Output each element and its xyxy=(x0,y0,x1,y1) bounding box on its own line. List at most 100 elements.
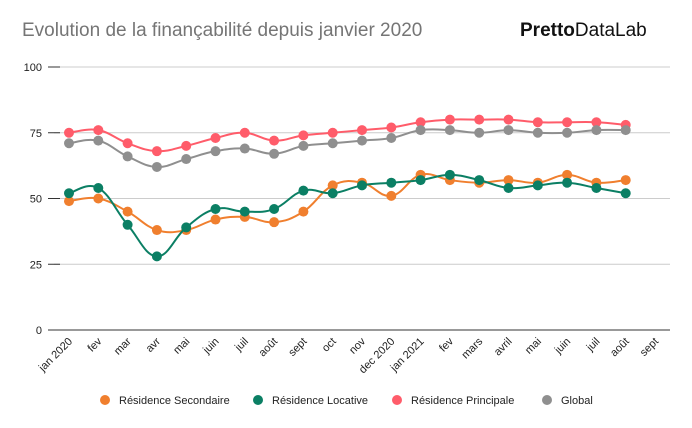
data-point xyxy=(239,206,250,217)
legend-label: Résidence Locative xyxy=(272,395,368,407)
data-point xyxy=(122,206,133,217)
data-point xyxy=(151,146,162,157)
data-point xyxy=(93,182,104,193)
data-point xyxy=(327,127,338,138)
data-point xyxy=(474,114,485,125)
legend-marker xyxy=(100,395,110,405)
data-point xyxy=(386,177,397,188)
data-point xyxy=(298,185,309,196)
data-point xyxy=(327,138,338,149)
legend-label: Résidence Secondaire xyxy=(119,395,230,407)
data-point xyxy=(620,188,631,199)
data-point xyxy=(620,125,631,136)
data-point xyxy=(64,188,74,199)
x-tick-label: juil xyxy=(584,336,603,355)
x-tick-label: mai xyxy=(523,336,544,357)
data-point xyxy=(93,125,104,136)
data-point xyxy=(269,148,280,159)
data-point xyxy=(269,217,280,228)
data-point xyxy=(474,127,485,138)
data-point xyxy=(151,161,162,172)
data-point xyxy=(64,196,74,207)
x-tick-label: jan 2020 xyxy=(36,336,75,375)
chart-title: Evolution de la finançabilité depuis jan… xyxy=(22,20,423,41)
x-tick-label: juil xyxy=(232,336,251,355)
data-point xyxy=(298,130,309,141)
data-point xyxy=(298,140,309,151)
pretto-logo: PrettoDataLab xyxy=(520,20,647,41)
data-point xyxy=(181,222,192,233)
legend-label: Résidence Principale xyxy=(411,395,514,407)
x-tick-label: juin xyxy=(552,336,573,357)
data-point xyxy=(562,117,573,128)
data-point xyxy=(64,138,74,149)
data-point xyxy=(151,251,162,262)
data-point xyxy=(386,122,397,133)
data-point xyxy=(532,180,543,191)
data-point xyxy=(562,177,573,188)
data-point xyxy=(503,125,514,136)
data-point xyxy=(210,204,221,215)
x-tick-label: avril xyxy=(492,336,515,359)
data-point xyxy=(503,175,514,186)
data-point xyxy=(93,135,104,146)
x-tick-label: fev xyxy=(437,335,456,354)
legend-marker xyxy=(542,395,552,405)
data-point xyxy=(269,204,280,215)
data-point xyxy=(181,154,192,165)
data-point xyxy=(239,127,250,138)
data-point xyxy=(503,114,514,125)
x-tick-label: mai xyxy=(171,336,192,357)
data-point xyxy=(210,133,221,144)
data-point xyxy=(151,225,162,236)
data-point xyxy=(181,140,192,151)
data-point xyxy=(357,180,367,191)
data-point xyxy=(474,175,485,186)
legend-marker xyxy=(253,395,263,405)
x-tick-label: juin xyxy=(200,336,221,357)
data-point xyxy=(415,125,426,136)
x-tick-label: mar xyxy=(112,335,134,357)
x-tick-label: nov xyxy=(347,335,368,356)
data-point xyxy=(503,182,514,193)
x-tick-label: mars xyxy=(460,335,486,361)
data-point xyxy=(562,169,573,180)
data-point xyxy=(620,175,631,186)
data-point xyxy=(298,206,309,217)
data-point xyxy=(210,214,221,225)
legend-marker xyxy=(392,395,402,405)
x-tick-label: sept xyxy=(638,336,661,359)
data-point xyxy=(269,135,280,146)
data-point xyxy=(122,151,133,162)
y-tick-label: 75 xyxy=(30,128,42,140)
data-point xyxy=(357,135,367,146)
y-tick-label: 25 xyxy=(30,259,42,271)
data-point xyxy=(591,117,602,128)
data-point xyxy=(444,169,455,180)
data-point xyxy=(532,127,543,138)
x-tick-label: avr xyxy=(144,335,164,355)
x-tick-label: fev xyxy=(86,335,105,354)
x-tick-label: sept xyxy=(286,336,309,359)
data-point xyxy=(532,117,543,128)
data-point xyxy=(444,114,455,125)
data-point xyxy=(93,193,104,204)
data-point xyxy=(386,190,397,201)
data-point xyxy=(415,117,426,128)
data-point xyxy=(444,125,455,136)
data-point xyxy=(415,175,426,186)
data-point xyxy=(122,138,133,149)
x-tick-label: oct xyxy=(320,336,339,355)
x-tick-label: août xyxy=(257,336,281,360)
y-tick-label: 100 xyxy=(24,62,42,74)
legend-label: Global xyxy=(561,395,593,407)
data-point xyxy=(591,125,602,136)
data-point xyxy=(64,127,74,138)
y-tick-label: 50 xyxy=(30,194,42,206)
data-point xyxy=(210,146,221,157)
data-point xyxy=(239,143,250,154)
data-point xyxy=(386,133,397,144)
x-tick-label: août xyxy=(608,336,632,360)
